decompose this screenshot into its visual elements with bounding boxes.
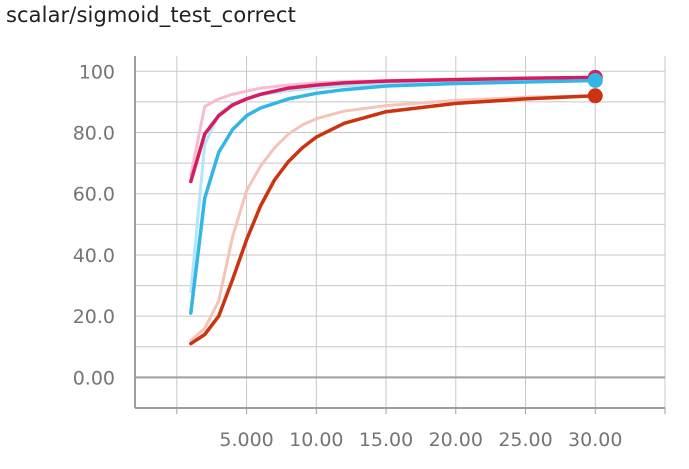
axis-layer bbox=[134, 56, 666, 414]
series-line bbox=[189, 75, 598, 184]
x-tick-label: 25.00 bbox=[498, 429, 552, 451]
series-raw-line bbox=[189, 94, 597, 343]
y-tick-label: 80.0 bbox=[73, 123, 115, 145]
tick-label-layer: 0.00 20.0 40.0 60.0 80.0 100 5.000 10.00 15.00 20… bbox=[73, 61, 623, 451]
y-tick-label: 100 bbox=[79, 61, 115, 83]
series-raw-line bbox=[189, 75, 597, 177]
x-tick-label: 15.00 bbox=[359, 429, 413, 451]
x-tick-label: 30.00 bbox=[568, 429, 622, 451]
x-tick-label: 10.00 bbox=[289, 429, 343, 451]
series-line bbox=[189, 78, 598, 315]
grid-layer bbox=[135, 56, 666, 409]
chart-title: scalar/sigmoid_test_correct bbox=[6, 3, 296, 27]
y-tick-label: 40.0 bbox=[73, 245, 115, 267]
y-tick-label: 60.0 bbox=[73, 184, 115, 206]
series-end-marker bbox=[587, 72, 603, 88]
y-tick-label: 20.0 bbox=[73, 306, 115, 328]
series-line bbox=[189, 94, 598, 346]
series-end-marker bbox=[587, 88, 603, 104]
x-tick-label: 20.00 bbox=[429, 429, 483, 451]
series-layer bbox=[189, 69, 603, 346]
x-tick-label: 5.000 bbox=[219, 429, 273, 451]
y-tick-label: 0.00 bbox=[73, 367, 115, 389]
